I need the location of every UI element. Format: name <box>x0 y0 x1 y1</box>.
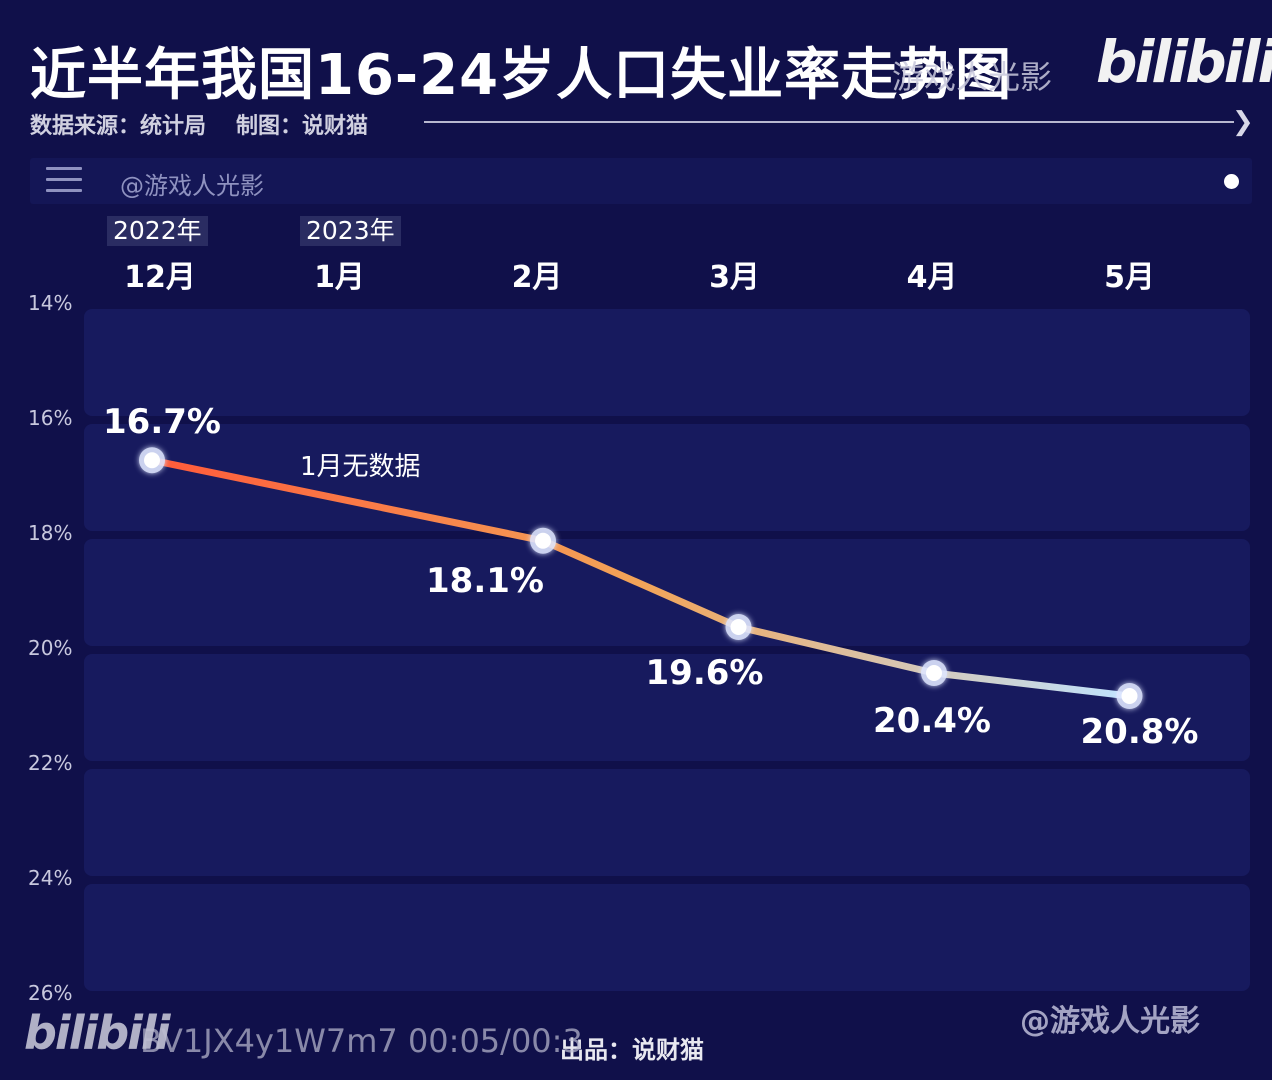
y-tick-label: 18% <box>28 521 73 545</box>
bilibili-logo-top: bilibili <box>1096 28 1272 96</box>
year-label: 2022年 <box>107 216 208 246</box>
hamburger-menu-icon[interactable] <box>46 167 82 193</box>
arrow-right-icon: ❯ <box>1232 107 1254 137</box>
subtitle: 数据来源：统计局 制图：说财猫 <box>30 108 368 140</box>
data-label: 20.4% <box>873 701 991 741</box>
data-label: 19.6% <box>645 653 764 693</box>
maker-label: 制图：说财猫 <box>236 114 369 139</box>
watermark-handle: @游戏人光影 <box>1020 1004 1200 1039</box>
year-label: 2023年 <box>300 216 401 246</box>
y-tick-label: 26% <box>28 981 73 1005</box>
x-tick-label: 12月 <box>124 260 196 295</box>
toolbar-dot-icon[interactable] <box>1224 174 1239 189</box>
x-tick-label: 2月 <box>511 260 563 295</box>
y-tick-label: 22% <box>28 751 73 775</box>
grid-band <box>84 424 1250 531</box>
grid-band <box>84 309 1250 416</box>
data-point-core <box>730 619 747 635</box>
data-point-core <box>144 452 160 469</box>
video-id-timestamp: BV1JX4y1W7m7 00:05/00:3 <box>140 1022 583 1060</box>
title-watermark: 游戏人光影 <box>892 58 1053 96</box>
no-data-annotation: 1月无数据 <box>300 452 421 482</box>
bilibili-logo-bottom: bilibili <box>24 1006 170 1060</box>
y-tick-label: 24% <box>28 866 73 890</box>
grid-band <box>84 884 1250 991</box>
x-tick-label: 3月 <box>709 260 760 295</box>
data-point-core <box>535 532 551 549</box>
chart-title: 近半年我国16-24岁人口失业率走势图 <box>30 43 1013 108</box>
credit-text: 出品：说财猫 <box>560 1036 704 1064</box>
x-tick-label: 1月 <box>314 260 365 295</box>
timeline-arrow-line <box>424 121 1234 123</box>
y-tick-label: 20% <box>28 636 73 660</box>
chart-toolbar: @游戏人光影 <box>30 158 1252 204</box>
y-tick-label: 14% <box>28 291 73 315</box>
data-point-core <box>1121 688 1138 704</box>
x-tick-label: 5月 <box>1104 260 1155 295</box>
data-label: 20.8% <box>1080 712 1199 752</box>
data-label: 16.7% <box>103 402 221 443</box>
grid-band <box>84 654 1250 761</box>
data-point-core <box>926 665 942 681</box>
data-label: 18.1% <box>426 560 544 601</box>
x-tick-label: 4月 <box>906 260 958 295</box>
toolbar-handle: @游戏人光影 <box>120 172 264 200</box>
source-label: 数据来源：统计局 <box>30 114 207 139</box>
y-tick-label: 16% <box>28 406 73 430</box>
series-line <box>148 456 1133 700</box>
grid-band <box>84 769 1250 876</box>
